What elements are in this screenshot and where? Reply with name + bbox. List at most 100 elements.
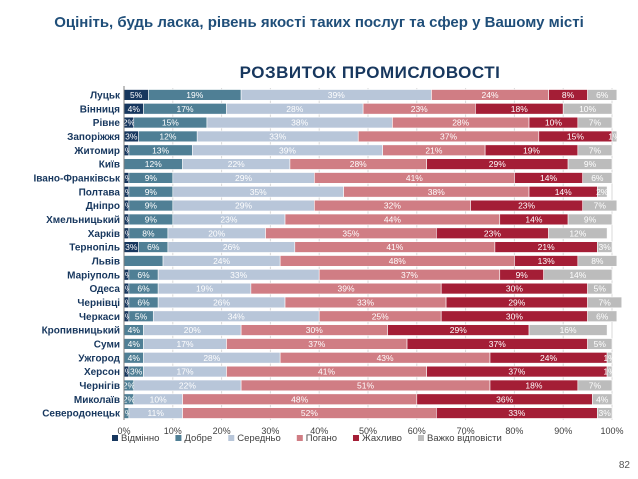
data-label: 6%	[137, 270, 150, 280]
legend-label: Відмінно	[121, 433, 159, 444]
data-label: 14%	[540, 173, 557, 183]
data-label: 41%	[386, 242, 403, 252]
data-label: 37%	[489, 339, 506, 349]
data-label: 7%	[589, 380, 602, 390]
data-label: 6%	[147, 242, 160, 252]
category-label: Черкаси	[79, 312, 120, 323]
x-tick-label: 40%	[310, 426, 328, 436]
data-label: 26%	[223, 242, 240, 252]
data-label: 4%	[128, 339, 141, 349]
bar-segment	[597, 241, 613, 253]
data-label: 30%	[506, 284, 523, 294]
data-label: 9%	[516, 270, 529, 280]
bar-segment	[611, 130, 618, 143]
data-label: 23%	[411, 104, 428, 114]
bar-segment	[606, 365, 613, 378]
bar-segment	[562, 103, 613, 115]
data-label: 15%	[162, 118, 179, 128]
category-label: Вінниця	[80, 104, 120, 115]
x-tick-label: 70%	[457, 426, 475, 436]
data-label: 3%	[599, 408, 612, 418]
bar-segment	[587, 282, 613, 295]
data-label: 28%	[350, 159, 367, 169]
x-tick-label: 10%	[164, 426, 182, 436]
chart-title: РОЗВИТОК ПРОМИСЛОВОСТІ	[239, 63, 501, 82]
category-label: Одеса	[89, 284, 120, 295]
data-label: 1%	[120, 145, 133, 155]
bar-segment	[592, 393, 613, 405]
data-label: 9%	[145, 187, 158, 197]
data-label: 5%	[135, 311, 148, 321]
data-label: 9%	[145, 201, 158, 211]
data-label: 37%	[440, 131, 457, 141]
data-label: 8%	[142, 228, 155, 238]
category-label: Ужгород	[78, 353, 120, 364]
data-label: 1%	[120, 367, 133, 377]
data-label: 15%	[567, 131, 584, 141]
data-label: 4%	[128, 325, 141, 335]
category-label: Чернівці	[77, 298, 120, 309]
data-label: 29%	[508, 297, 525, 307]
data-label: 28%	[452, 118, 469, 128]
category-label: Кропивницький	[42, 326, 120, 337]
data-label: 4%	[128, 104, 141, 114]
data-label: 1%	[120, 270, 133, 280]
data-label: 37%	[401, 270, 418, 280]
data-label: 30%	[306, 325, 323, 335]
data-label: 13%	[152, 145, 169, 155]
category-label: Херсон	[84, 367, 120, 378]
bar-segment	[528, 324, 608, 336]
data-label: 32%	[384, 201, 401, 211]
bar-segment	[582, 172, 613, 184]
bar-segment	[577, 116, 613, 129]
data-label: 18%	[511, 104, 528, 114]
data-label: 16%	[560, 325, 577, 335]
data-label: 48%	[389, 256, 406, 266]
data-label: 10%	[545, 118, 562, 128]
data-label: 25%	[372, 311, 389, 321]
data-label: 1%	[120, 201, 133, 211]
bar-segment	[597, 407, 613, 419]
data-label: 33%	[357, 297, 374, 307]
data-label: 41%	[318, 367, 335, 377]
data-label: 3%	[125, 242, 138, 252]
bar-segment	[577, 379, 613, 392]
data-label: 33%	[508, 408, 525, 418]
data-label: 22%	[228, 159, 245, 169]
legend-swatch	[112, 435, 118, 441]
data-label: 12%	[569, 228, 586, 238]
category-label: Київ	[99, 160, 120, 171]
bar-segment	[587, 89, 618, 101]
category-label: Миколаїв	[74, 395, 120, 406]
category-label: Тернопіль	[69, 243, 120, 254]
data-label: 37%	[508, 367, 525, 377]
data-label: 8%	[591, 256, 604, 266]
data-label: 13%	[538, 256, 555, 266]
data-label: 39%	[338, 284, 355, 294]
legend-swatch	[228, 435, 235, 441]
legend-label: Жахливо	[362, 433, 402, 444]
category-label: Хмельницький	[46, 215, 120, 226]
x-tick-label: 90%	[554, 426, 572, 436]
bar-segment	[123, 255, 164, 267]
data-label: 7%	[599, 297, 612, 307]
data-label: 17%	[176, 367, 193, 377]
data-label: 1%	[120, 187, 133, 197]
data-label: 9%	[584, 214, 597, 224]
data-label: 3%	[130, 367, 143, 377]
data-label: 2%	[123, 394, 136, 404]
data-label: 28%	[286, 104, 303, 114]
data-label: 33%	[269, 131, 286, 141]
data-label: 35%	[250, 187, 267, 197]
data-label: 7%	[589, 118, 602, 128]
legend-swatch	[352, 435, 359, 441]
data-label: 14%	[555, 187, 572, 197]
legend-label: Добре	[184, 433, 212, 444]
data-label: 28%	[203, 353, 220, 363]
category-label: Запоріжжя	[67, 132, 120, 143]
x-tick-label: 60%	[408, 426, 426, 436]
data-label: 23%	[484, 228, 501, 238]
category-label: Чернігів	[79, 381, 120, 392]
category-label: Івано-Франківськ	[34, 173, 121, 184]
